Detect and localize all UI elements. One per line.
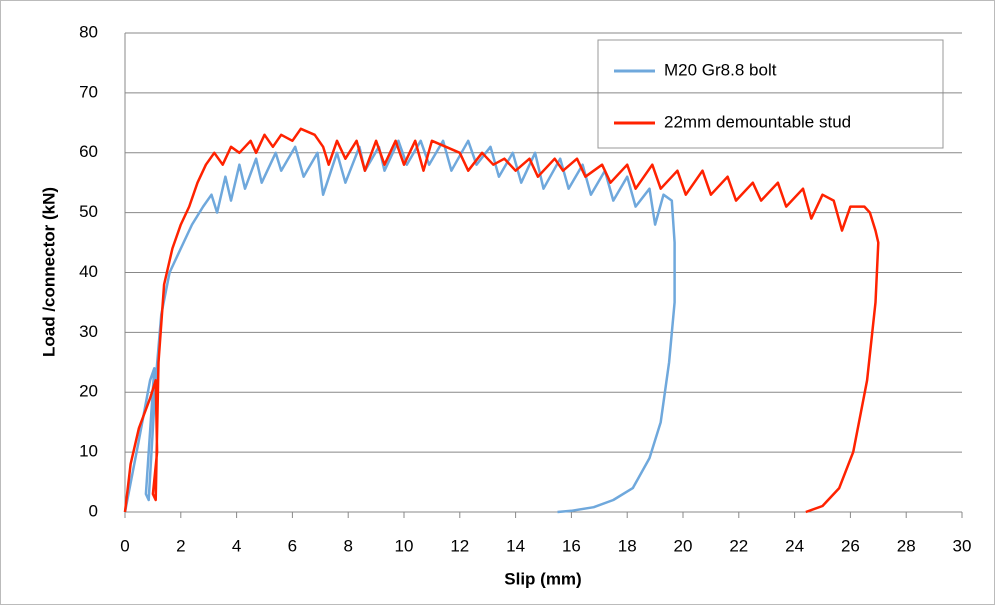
legend-label: M20 Gr8.8 bolt: [664, 60, 777, 79]
x-tick-label: 4: [232, 536, 241, 555]
y-tick-label: 0: [89, 501, 98, 520]
series-line: [123, 139, 676, 514]
y-axis-label: Load /connector (kN): [39, 187, 58, 357]
x-tick-label: 16: [562, 536, 581, 555]
y-tick-label: 20: [79, 382, 98, 401]
y-tick-label: 80: [79, 22, 98, 41]
x-tick-label: 10: [395, 536, 414, 555]
x-tick-label: 28: [897, 536, 916, 555]
y-tick-label: 60: [79, 142, 98, 161]
x-tick-label: 2: [176, 536, 185, 555]
series-line: [123, 127, 880, 514]
y-tick-label: 50: [79, 202, 98, 221]
x-tick-label: 30: [953, 536, 972, 555]
legend-box: [597, 39, 944, 149]
x-tick-label: 24: [785, 536, 804, 555]
x-tick-label: 20: [674, 536, 693, 555]
x-tick-label: 18: [618, 536, 637, 555]
y-tick-label: 30: [79, 322, 98, 341]
x-tick-label: 12: [450, 536, 469, 555]
x-axis-label: Slip (mm): [504, 569, 581, 588]
y-tick-label: 70: [79, 82, 98, 101]
y-tick-label: 10: [79, 442, 98, 461]
x-tick-label: 0: [120, 536, 129, 555]
x-tick-label: 6: [288, 536, 297, 555]
legend-label: 22mm demountable stud: [664, 112, 851, 131]
y-tick-label: 40: [79, 262, 98, 281]
x-tick-label: 8: [343, 536, 352, 555]
x-tick-label: 26: [841, 536, 860, 555]
x-tick-label: 14: [506, 536, 525, 555]
x-tick-label: 22: [729, 536, 748, 555]
